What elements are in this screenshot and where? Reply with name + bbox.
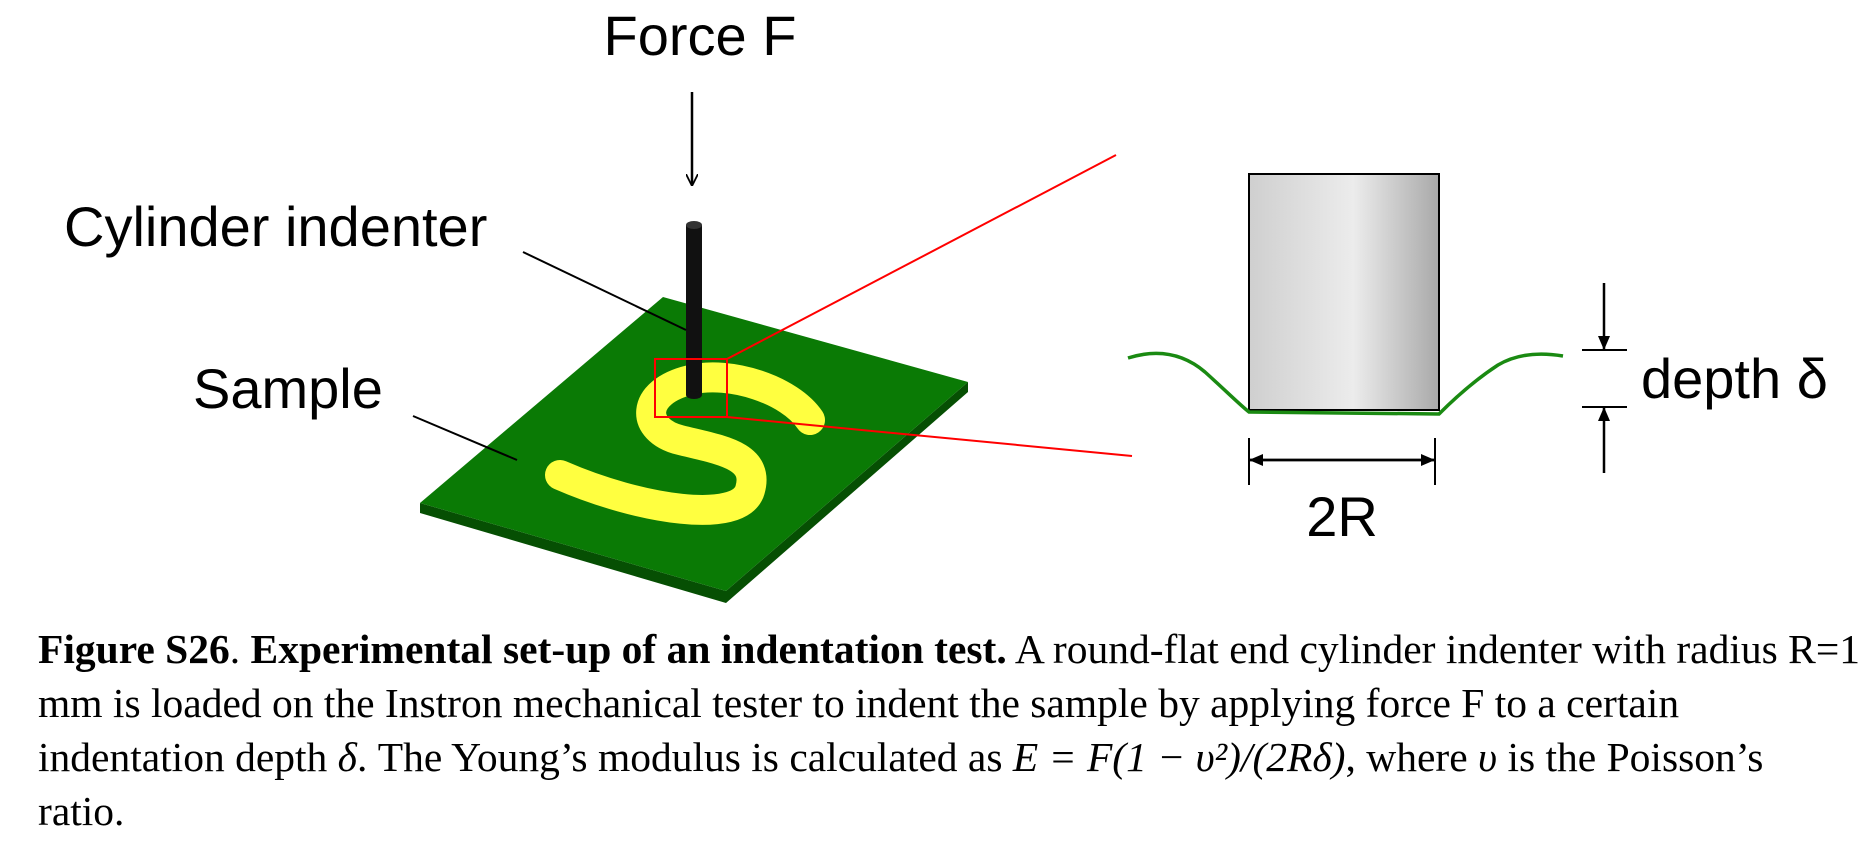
indenter-rod — [686, 221, 702, 399]
indenter-label: Cylinder indenter — [64, 195, 487, 258]
caption-nu-symbol: υ — [1478, 734, 1498, 780]
caption-title: Experimental set-up of an indentation te… — [250, 626, 1007, 672]
sample-leader-line — [412, 415, 518, 461]
caption-formula: E = F(1 − υ²)/(2Rδ) — [1012, 734, 1346, 780]
zoom-line-bottom — [726, 416, 1133, 457]
zoomed-cylinder — [1248, 173, 1440, 411]
indenter-leader-line — [522, 251, 687, 331]
caption-separator: . — [229, 626, 251, 672]
sample-surface-curve — [1127, 351, 1564, 416]
zoom-box — [654, 358, 728, 418]
caption-figure-label: Figure S26 — [38, 626, 230, 672]
depth-label: depth δ — [1641, 347, 1828, 410]
caption-delta-symbol: δ — [337, 734, 357, 780]
figure-caption: Figure S26. Experimental set-up of an in… — [38, 622, 1860, 838]
sample-label: Sample — [193, 357, 383, 420]
caption-text-2: . The Young’s modulus is calculated as — [356, 734, 1013, 780]
width-dimension — [1248, 438, 1436, 485]
caption-text-3: , where — [1345, 734, 1479, 780]
caption-text-4: is the Poisson’s ratio. — [38, 734, 1764, 834]
zoom-line-top — [726, 154, 1117, 360]
width-label: 2R — [1306, 485, 1378, 548]
depth-dimension — [1582, 283, 1627, 473]
caption-text-1: A round-flat end cylinder indenter with … — [38, 626, 1860, 780]
indentation-setup-diagram: Force F Cylinder indenter Sample 2R dep — [64, 4, 1828, 603]
force-label: Force F — [604, 4, 797, 67]
